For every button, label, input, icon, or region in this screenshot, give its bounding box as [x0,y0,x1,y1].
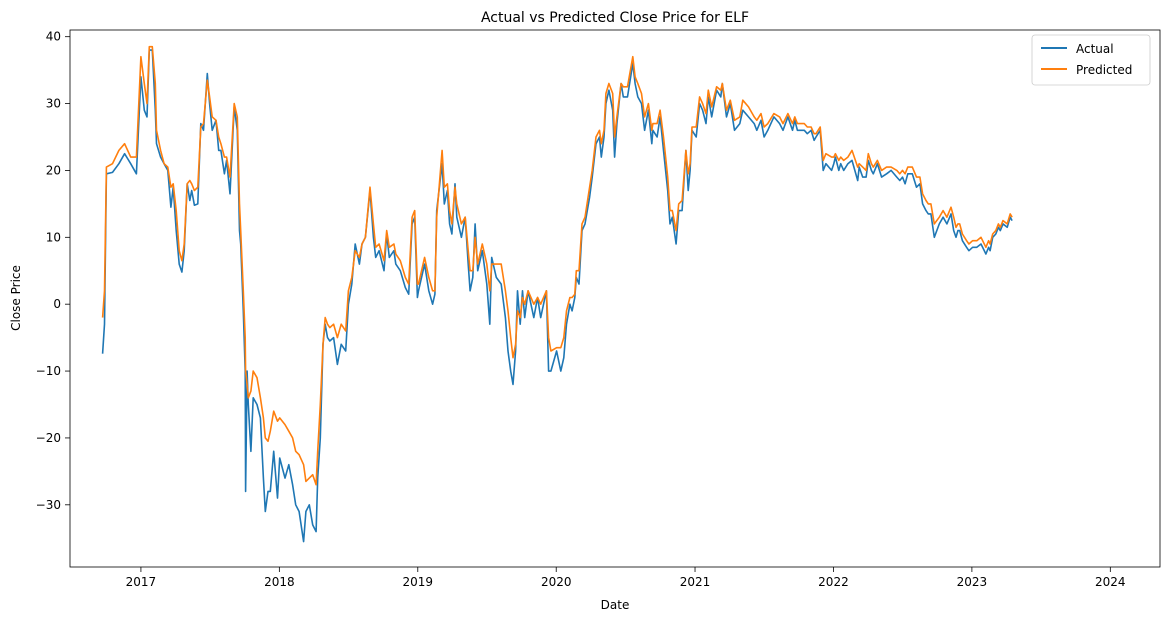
y-tick-label: −20 [36,431,61,445]
y-tick-label: 30 [46,97,61,111]
y-axis-label: Close Price [9,265,23,331]
y-tick-label: 0 [53,297,61,311]
y-tick-label: 20 [46,163,61,177]
plot-area [70,30,1160,567]
legend-label-actual: Actual [1076,42,1114,56]
x-tick-label: 2017 [126,575,157,589]
legend-label-predicted: Predicted [1076,63,1132,77]
y-tick-label: 40 [46,30,61,44]
plot-frame [69,29,1161,568]
x-tick-label: 2018 [264,575,295,589]
y-tick-label: 10 [46,230,61,244]
x-tick-label: 2021 [680,575,711,589]
legend: Actual Predicted [1031,34,1151,86]
series-line-predicted [101,45,1013,486]
x-axis-label: Date [601,598,630,612]
x-tick-label: 2022 [818,575,849,589]
chart-title: Actual vs Predicted Close Price for ELF [481,10,749,26]
y-tick-label: −10 [36,364,61,378]
y-tick-label: −30 [36,498,61,512]
x-tick-label: 2024 [1095,575,1126,589]
x-tick-label: 2019 [403,575,434,589]
x-tick-label: 2020 [541,575,572,589]
x-tick-label: 2023 [957,575,988,589]
